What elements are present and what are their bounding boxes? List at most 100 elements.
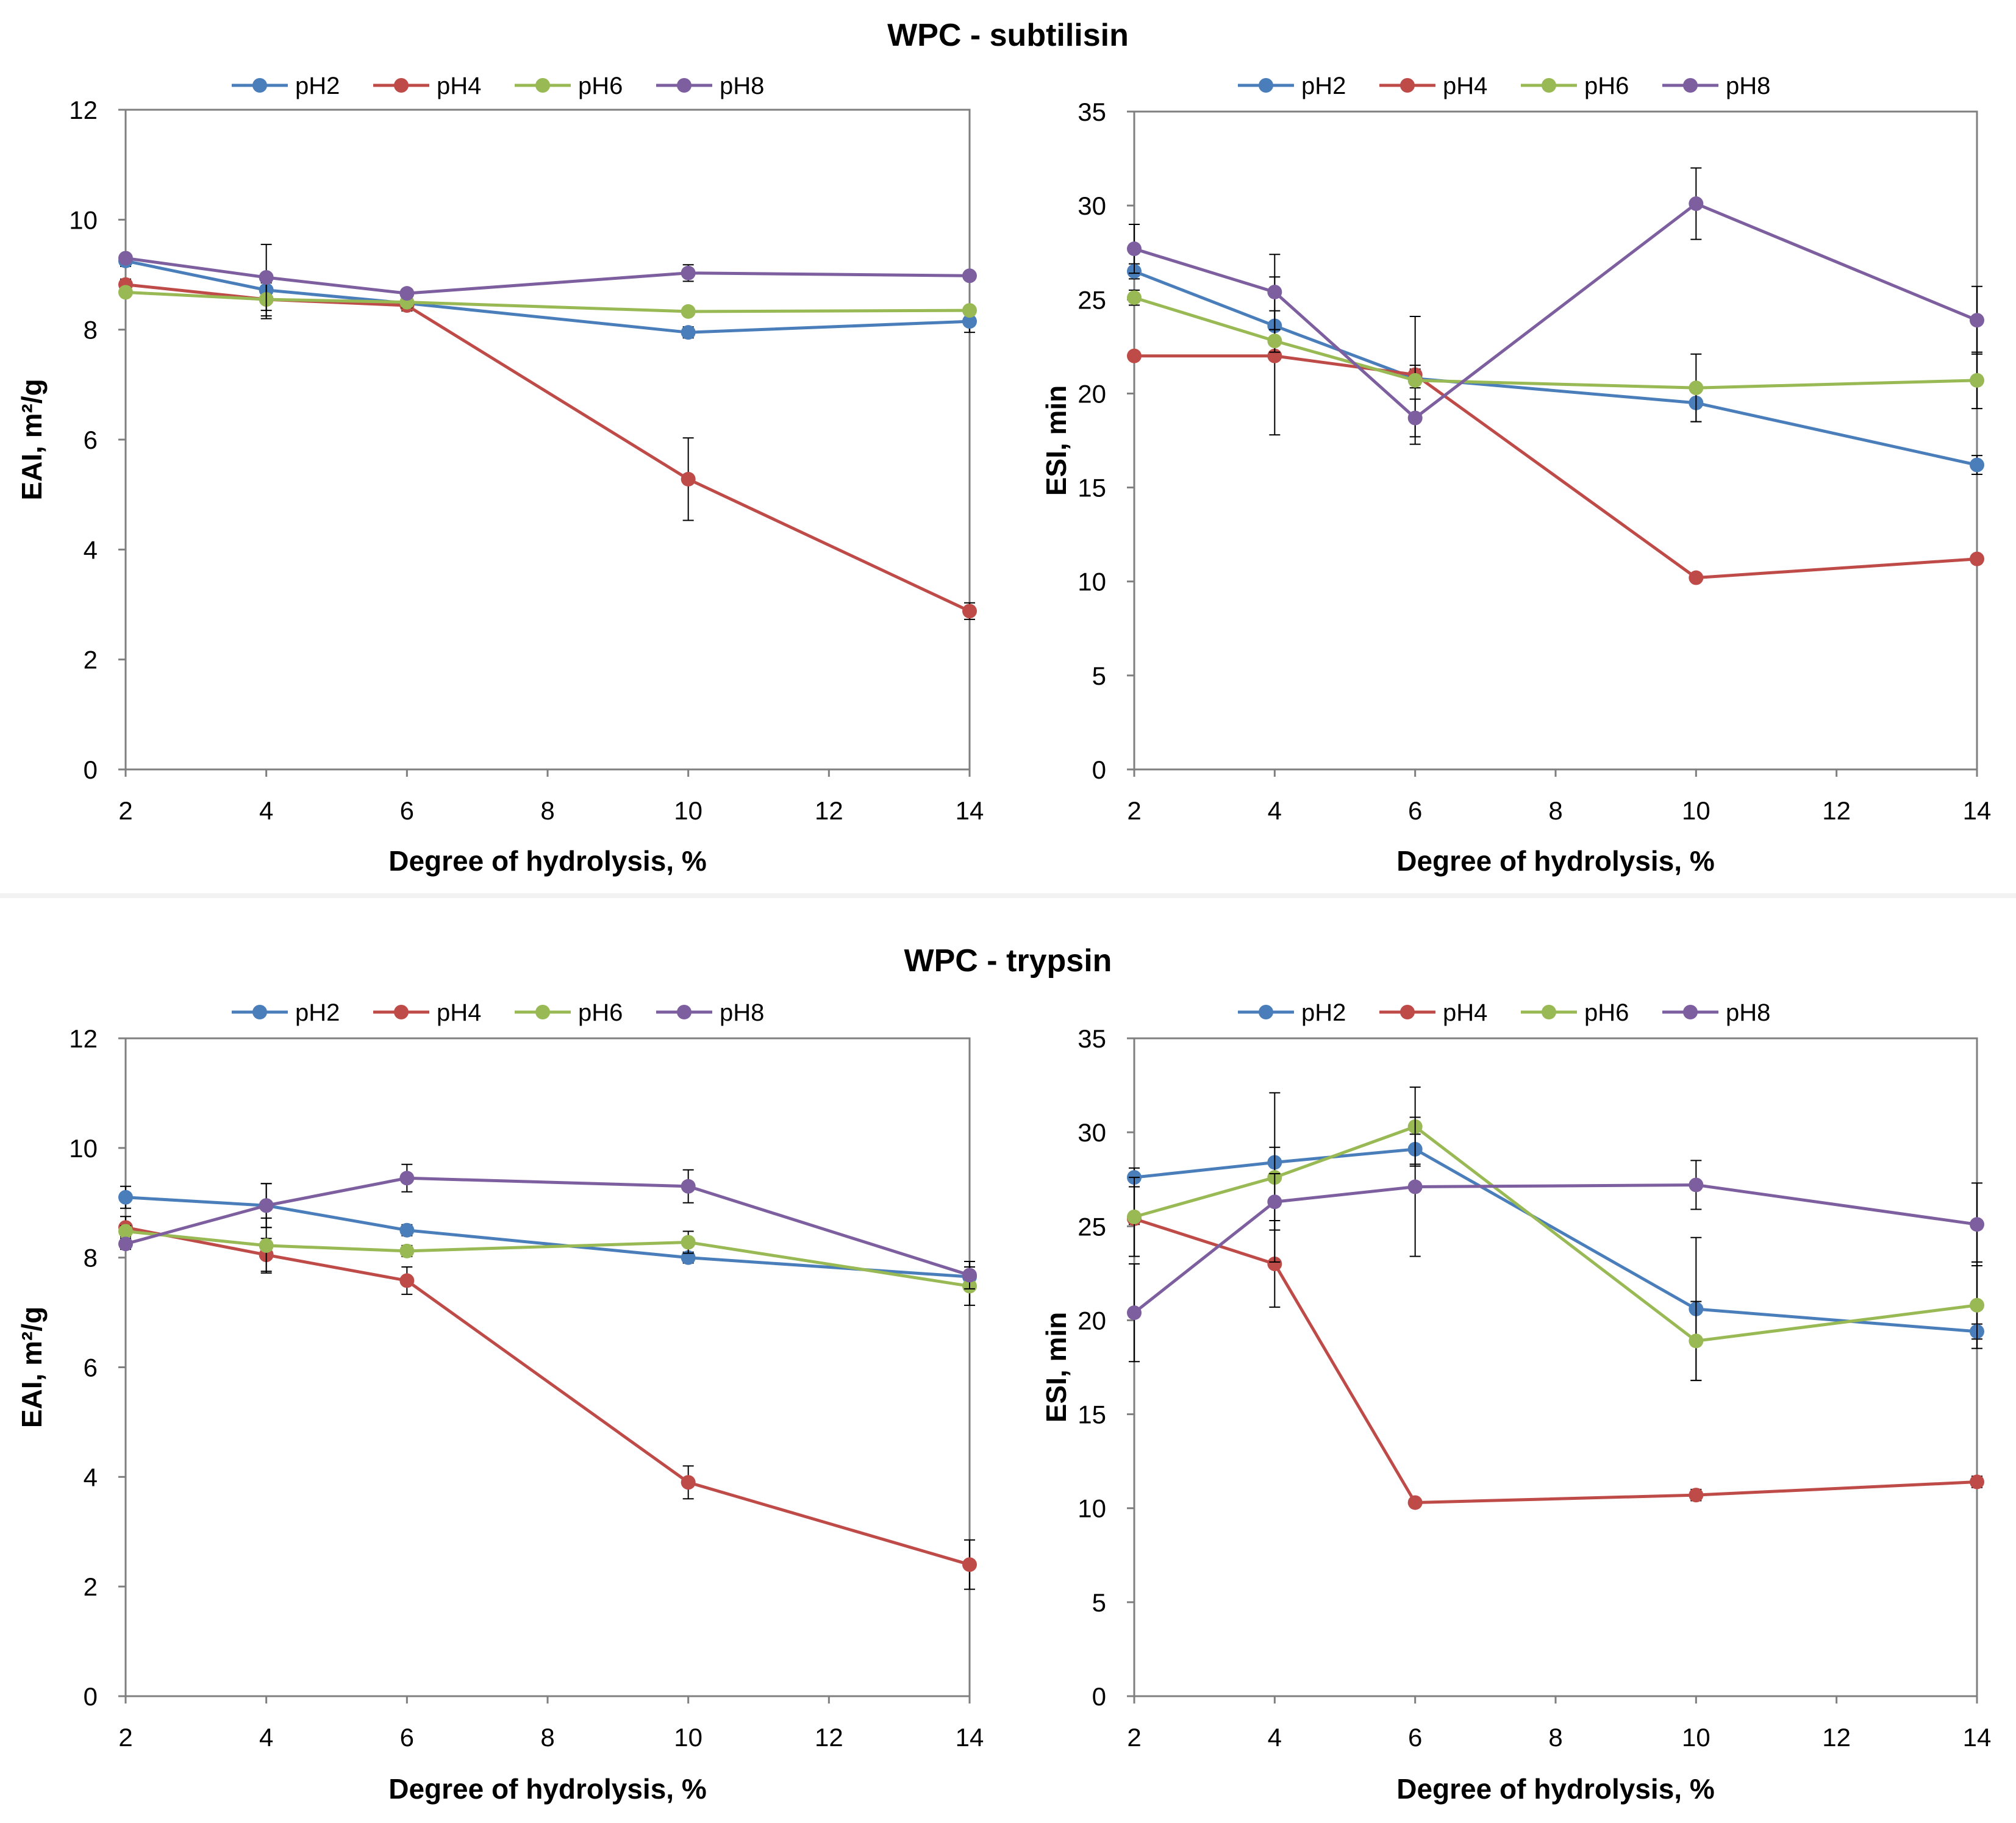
y-tick-label: 30 bbox=[1078, 1118, 1106, 1147]
y-axis-label: EAI, m²/g bbox=[16, 1307, 48, 1428]
x-tick-label: 4 bbox=[1268, 796, 1282, 825]
data-point bbox=[1267, 1256, 1282, 1271]
data-point bbox=[399, 1171, 415, 1186]
y-tick-label: 15 bbox=[1078, 1400, 1106, 1429]
data-point bbox=[399, 1222, 415, 1238]
legend-swatch-marker bbox=[1259, 1005, 1273, 1019]
y-tick-label: 10 bbox=[69, 1134, 98, 1163]
y-tick-label: 10 bbox=[1078, 568, 1106, 596]
data-point bbox=[1127, 1209, 1142, 1224]
x-axis-label: Degree of hydrolysis, % bbox=[388, 1773, 707, 1805]
data-point bbox=[118, 251, 133, 266]
legend: pH2 pH4 pH6 pH8 bbox=[232, 73, 764, 99]
x-tick-label: 12 bbox=[815, 1723, 843, 1752]
x-tick-label: 4 bbox=[259, 796, 273, 825]
legend-label: pH2 bbox=[295, 999, 340, 1026]
x-tick-label: 8 bbox=[1548, 796, 1562, 825]
y-tick-label: 20 bbox=[1078, 379, 1106, 408]
series-ph8 bbox=[1127, 167, 1984, 438]
y-tick-label: 8 bbox=[84, 316, 98, 344]
y-tick-label: 20 bbox=[1078, 1306, 1106, 1335]
x-tick-label: 6 bbox=[400, 1723, 414, 1752]
data-point bbox=[681, 1179, 696, 1194]
data-point bbox=[681, 1250, 696, 1265]
data-point bbox=[118, 285, 133, 300]
legend-label: pH6 bbox=[578, 73, 623, 99]
y-tick-label: 5 bbox=[1092, 1588, 1106, 1617]
data-point bbox=[681, 471, 696, 487]
x-tick-label: 8 bbox=[1548, 1723, 1562, 1752]
data-point bbox=[1689, 1333, 1704, 1349]
x-tick-label: 10 bbox=[674, 796, 702, 825]
data-point bbox=[399, 1243, 415, 1258]
data-point bbox=[259, 1238, 274, 1253]
series-ph6 bbox=[118, 1217, 977, 1306]
legend-label: pH6 bbox=[1584, 999, 1629, 1026]
x-tick-label: 4 bbox=[1268, 1723, 1282, 1752]
x-tick-label: 2 bbox=[118, 796, 132, 825]
data-point bbox=[962, 303, 977, 318]
y-tick-label: 5 bbox=[1092, 662, 1106, 690]
y-tick-label: 0 bbox=[1092, 755, 1106, 784]
data-point bbox=[1267, 1194, 1282, 1210]
x-tick-label: 12 bbox=[1822, 796, 1851, 825]
legend-swatch-marker bbox=[677, 1005, 692, 1019]
data-point bbox=[681, 1475, 696, 1490]
x-tick-label: 10 bbox=[674, 1723, 702, 1752]
y-tick-label: 8 bbox=[84, 1244, 98, 1272]
y-axis-label: EAI, m²/g bbox=[16, 379, 48, 500]
data-point bbox=[1127, 1305, 1142, 1321]
legend-swatch-marker bbox=[1400, 78, 1415, 93]
plot-frame bbox=[1133, 110, 1978, 771]
legend-label: pH4 bbox=[437, 999, 481, 1026]
y-axis-label: ESI, min bbox=[1040, 1312, 1072, 1422]
plot-frame bbox=[124, 1037, 971, 1697]
data-point bbox=[1127, 348, 1142, 363]
data-point bbox=[1127, 290, 1142, 305]
x-tick-label: 12 bbox=[815, 796, 843, 825]
section-title-trypsin: WPC - trypsin bbox=[904, 943, 1112, 979]
data-point bbox=[259, 1198, 274, 1213]
y-tick-label: 30 bbox=[1078, 191, 1106, 220]
legend-swatch-marker bbox=[252, 78, 267, 93]
y-tick-label: 10 bbox=[69, 205, 98, 234]
legend-label: pH4 bbox=[1443, 999, 1487, 1026]
data-point bbox=[1127, 241, 1142, 257]
x-tick-label: 6 bbox=[1408, 796, 1422, 825]
data-point bbox=[118, 1236, 133, 1252]
series-ph8 bbox=[1127, 1116, 1984, 1363]
data-point bbox=[1970, 313, 1984, 328]
x-tick-label: 8 bbox=[540, 796, 554, 825]
data-point bbox=[1689, 196, 1704, 212]
data-point bbox=[1267, 334, 1282, 349]
chart-4: 0 5 10 15 20 25 30 35 2 4 6 8 10 12 14 Degree of hydrol… bbox=[1040, 999, 1991, 1805]
legend-swatch-marker bbox=[394, 78, 409, 93]
data-point bbox=[1970, 373, 1984, 388]
x-tick-label: 2 bbox=[118, 1723, 132, 1752]
legend-swatch-marker bbox=[1542, 78, 1556, 93]
legend-swatch-marker bbox=[1400, 1005, 1415, 1019]
data-point bbox=[1970, 1474, 1984, 1489]
data-point bbox=[1689, 1488, 1704, 1503]
y-tick-label: 0 bbox=[84, 755, 98, 784]
x-axis-label: Degree of hydrolysis, % bbox=[1396, 1773, 1715, 1805]
y-tick-label: 4 bbox=[84, 1463, 98, 1491]
legend-label: pH8 bbox=[720, 73, 764, 99]
data-point bbox=[1407, 1179, 1423, 1194]
y-tick-label: 35 bbox=[1078, 1024, 1106, 1053]
y-axis-label: ESI, min bbox=[1040, 385, 1072, 496]
x-tick-label: 14 bbox=[1963, 1723, 1992, 1752]
legend-swatch-marker bbox=[1259, 78, 1273, 93]
data-point bbox=[1407, 1495, 1423, 1510]
x-tick-label: 2 bbox=[1127, 796, 1141, 825]
legend-swatch-marker bbox=[535, 1005, 550, 1019]
y-tick-label: 10 bbox=[1078, 1494, 1106, 1523]
legend-swatch-marker bbox=[1683, 1005, 1698, 1019]
data-point bbox=[1970, 457, 1984, 473]
legend-label: pH4 bbox=[437, 73, 481, 99]
data-point bbox=[681, 265, 696, 280]
section-divider bbox=[0, 893, 2016, 898]
series-ph6 bbox=[1127, 289, 1984, 445]
x-tick-label: 14 bbox=[956, 796, 984, 825]
